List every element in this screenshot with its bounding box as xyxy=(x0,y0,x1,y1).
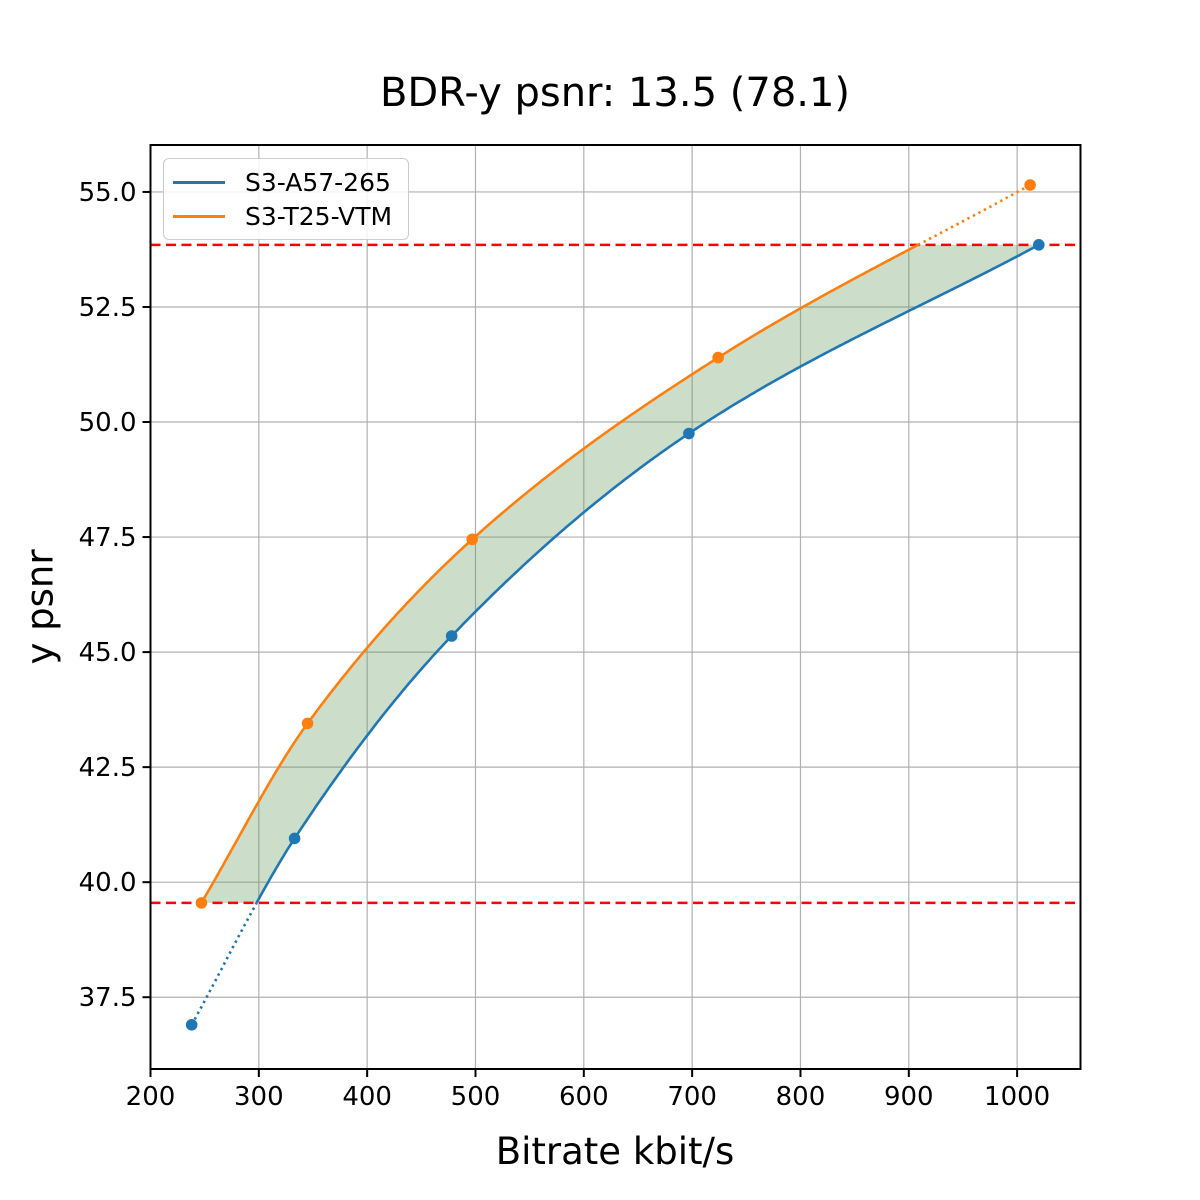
y-tick-label: 42.5 xyxy=(79,753,137,783)
legend-item: S3-T25-VTM xyxy=(173,199,392,233)
y-axis-label: y psnr xyxy=(18,549,62,665)
x-tick-label: 300 xyxy=(234,1082,284,1112)
marker-S3-A57-265 xyxy=(288,832,301,845)
marker-S3-A57-265 xyxy=(1032,239,1045,251)
legend: S3-A57-265 S3-T25-VTM xyxy=(163,158,410,240)
y-tick-label: 50.0 xyxy=(79,408,137,438)
marker-S3-T25-VTM xyxy=(712,351,724,364)
legend-label: S3-T25-VTM xyxy=(245,201,393,231)
y-tick-label: 47.5 xyxy=(79,523,137,553)
marker-S3-T25-VTM xyxy=(301,717,314,730)
y-tick-label: 40.0 xyxy=(79,868,137,898)
x-tick-label: 600 xyxy=(559,1082,609,1112)
marker-S3-T25-VTM xyxy=(466,533,479,546)
x-tick-label: 500 xyxy=(451,1082,501,1112)
marker-S3-A57-265 xyxy=(185,1019,198,1031)
x-tick-label: 800 xyxy=(776,1082,826,1112)
x-tick-label: 400 xyxy=(342,1082,392,1112)
y-tick-label: 55.0 xyxy=(79,178,137,208)
x-tick-label: 1000 xyxy=(984,1082,1050,1112)
series-line-S3-T25-VTM xyxy=(200,243,919,904)
x-tick-label: 900 xyxy=(884,1082,934,1112)
overlap-region xyxy=(201,244,1039,903)
legend-item: S3-A57-265 xyxy=(173,165,392,199)
legend-label: S3-A57-265 xyxy=(245,167,391,197)
x-tick-label: 700 xyxy=(667,1082,717,1112)
chart-title: BDR-y psnr: 13.5 (78.1) xyxy=(379,70,851,116)
y-tick-label: 37.5 xyxy=(79,983,137,1013)
legend-line-sample xyxy=(173,214,225,218)
marker-S3-A57-265 xyxy=(683,427,695,440)
marker-S3-A57-265 xyxy=(445,630,458,642)
y-tick-label: 52.5 xyxy=(79,293,137,323)
x-axis-label: Bitrate kbit/s xyxy=(495,1130,735,1173)
series-line-S3-A57-265 xyxy=(255,243,1040,904)
plot-border xyxy=(149,144,1082,1070)
x-tick-label: 200 xyxy=(126,1082,176,1112)
marker-S3-T25-VTM xyxy=(195,897,208,909)
series-dotted-S3-A57-265 xyxy=(190,902,258,1026)
y-tick-label: 45.0 xyxy=(79,638,137,668)
series-dotted-S3-T25-VTM xyxy=(917,183,1031,247)
legend-line-sample xyxy=(173,180,225,184)
marker-S3-T25-VTM xyxy=(1024,179,1036,191)
